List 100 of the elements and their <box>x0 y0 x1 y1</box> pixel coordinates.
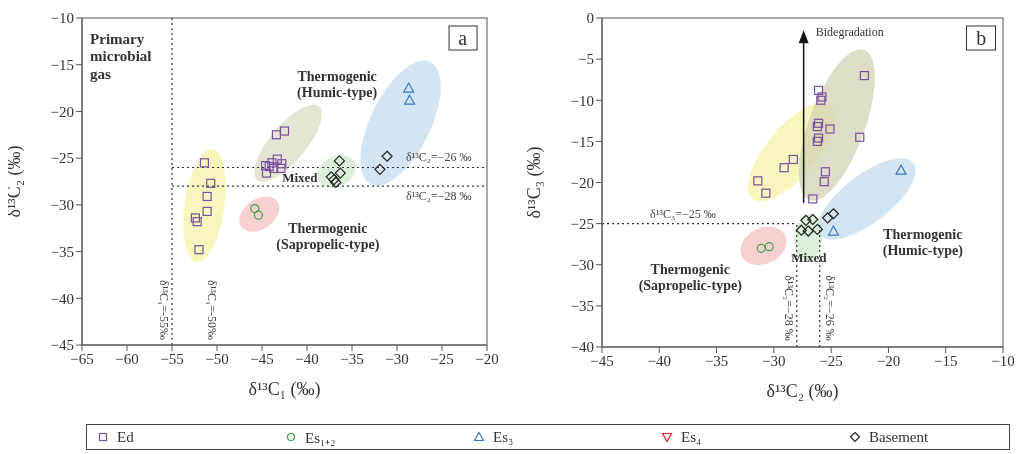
x-tick-label: −30 <box>762 352 786 369</box>
point <box>819 177 829 187</box>
x-tick-label: −45 <box>250 350 274 367</box>
point <box>764 242 774 252</box>
point <box>271 130 281 140</box>
ref-line-label: δ¹³C₁=-55‰ <box>155 280 171 340</box>
annotation: Thermogenic (Sapropelic-type) <box>275 220 381 254</box>
x-tick-label: −15 <box>933 352 958 369</box>
point <box>822 212 834 224</box>
point <box>279 126 290 136</box>
point <box>813 85 824 95</box>
annotation: Thermogenic (Humic-type) <box>296 68 379 102</box>
point <box>202 191 212 202</box>
x-tick-label: −25 <box>430 350 454 367</box>
point <box>267 158 277 168</box>
point <box>272 154 282 164</box>
y-axis-title: δ¹³C₂ (‰) <box>4 145 26 218</box>
x-tick-label: −50 <box>205 350 229 367</box>
point <box>807 213 819 226</box>
y-tick-label: −5 <box>578 51 594 68</box>
point <box>827 208 840 220</box>
x-tick-label: −20 <box>876 352 901 369</box>
annotation: b <box>966 25 997 51</box>
y-axis-title: δ¹³C₃ (‰) <box>524 146 546 219</box>
y-tick-label: −25 <box>570 215 594 232</box>
y-tick-label: −25 <box>50 150 74 167</box>
x-tick-label: −10 <box>991 352 1015 369</box>
annotation: a <box>448 25 478 51</box>
point <box>261 168 272 178</box>
annotation: Mixed <box>281 169 319 186</box>
point <box>202 206 212 216</box>
y-tick-label: −10 <box>50 10 74 27</box>
point <box>192 217 202 227</box>
point <box>374 163 386 175</box>
x-tick-label: −40 <box>647 352 672 369</box>
x-tick-label: −20 <box>475 350 499 367</box>
annotation: Thermogenic (Humic-type) <box>881 226 964 260</box>
legend-label: Es₁₊₂ <box>305 429 336 447</box>
annotation: Bidegradation <box>815 25 885 41</box>
x-tick-label: −35 <box>340 350 364 367</box>
point <box>333 155 345 167</box>
point <box>381 150 393 162</box>
annotation: δ¹³C₁=-50‰ <box>203 280 219 340</box>
ref-line-label: δ¹³C₂=−26 ‰ <box>821 274 837 341</box>
legend-label: Es₃ <box>493 428 514 446</box>
x-tick-label: −60 <box>115 350 139 367</box>
y-tick-label: −15 <box>570 133 594 150</box>
point <box>812 121 822 132</box>
legend-label: Basement <box>869 428 929 446</box>
point <box>276 163 286 174</box>
y-tick-label: −35 <box>570 298 594 315</box>
point <box>895 164 907 175</box>
ref-line-label: δ¹³C₂=−28 ‰ <box>406 189 472 205</box>
x-tick-label: −25 <box>819 352 843 369</box>
x-tick-label: −55 <box>160 350 184 367</box>
point <box>404 94 416 105</box>
y-tick-label: −30 <box>570 257 594 274</box>
point <box>813 118 824 128</box>
point <box>855 132 865 142</box>
point <box>820 167 831 177</box>
point <box>253 210 263 220</box>
y-tick-label: −20 <box>570 174 594 191</box>
legend-label: Es₄ <box>681 428 702 446</box>
y-tick-label: −40 <box>50 290 74 307</box>
point <box>779 163 789 173</box>
point <box>795 224 807 236</box>
legend-label: Ed <box>117 428 134 446</box>
x-tick-label: −40 <box>295 350 319 367</box>
point <box>756 243 766 253</box>
point <box>194 245 204 255</box>
y-tick-label: −15 <box>50 57 74 74</box>
point <box>277 159 287 169</box>
annotation: Primary microbial gas <box>90 31 153 83</box>
y-tick-label: −30 <box>50 197 74 214</box>
point <box>825 124 835 134</box>
x-axis-title: δ¹³C₁ (‰) <box>248 379 321 400</box>
x-axis-title: δ¹³C₂ (‰) <box>766 381 839 402</box>
point <box>190 213 200 223</box>
point <box>800 214 812 226</box>
annotation: Mixed <box>790 249 828 266</box>
point <box>199 158 209 168</box>
ref-line-label: δ¹³C₂=−26 ‰ <box>406 150 472 166</box>
point <box>827 225 840 236</box>
x-tick-label: −30 <box>385 350 409 367</box>
ref-line-label: δ¹³C₃=−25 ‰ <box>650 206 716 222</box>
point <box>753 176 763 186</box>
point <box>403 82 415 93</box>
point <box>802 225 814 237</box>
point <box>811 223 823 235</box>
y-tick-label: −35 <box>50 243 74 260</box>
point <box>206 178 216 188</box>
point <box>788 154 798 165</box>
point <box>859 70 869 81</box>
y-tick-label: −10 <box>570 92 594 109</box>
y-tick-label: 0 <box>586 10 594 27</box>
annotation: Thermogenic (Sapropelic-type) <box>637 261 743 294</box>
point <box>808 194 818 204</box>
point <box>761 188 771 198</box>
ref-line-label: δ¹³C₂=−28 ‰ <box>780 274 796 341</box>
y-tick-label: −20 <box>50 103 74 120</box>
